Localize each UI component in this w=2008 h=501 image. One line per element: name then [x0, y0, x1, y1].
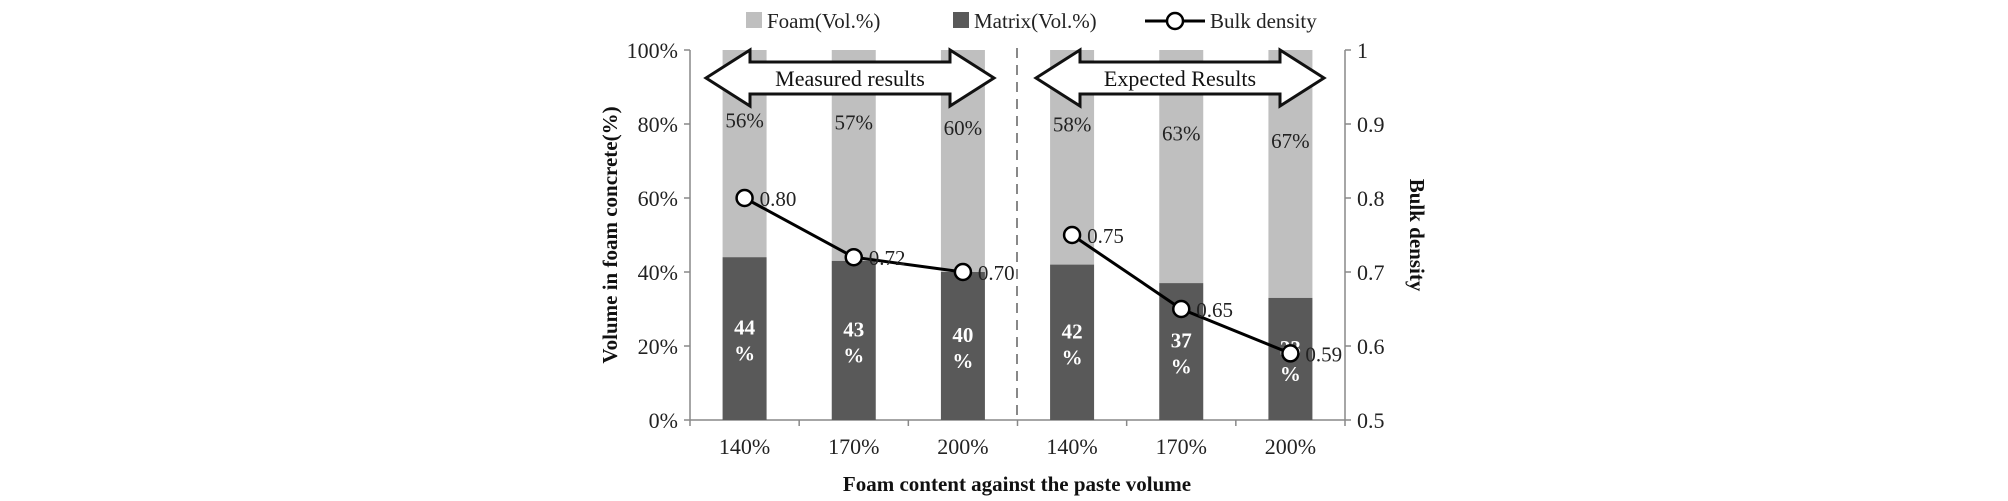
x-tick-label: 140% — [1046, 434, 1097, 459]
group-banner-expected: Expected Results — [1033, 47, 1327, 109]
legend: Foam(Vol.%) Matrix(Vol.%) Bulk density — [746, 9, 1317, 33]
density-value-label: 0.65 — [1196, 298, 1233, 322]
y2-tick-label: 0.6 — [1357, 334, 1385, 359]
foam-value-label: 60% — [944, 116, 983, 140]
matrix-value-label: 43% — [843, 317, 864, 367]
y-tick-label: 80% — [638, 112, 678, 137]
foam-value-label: 57% — [835, 110, 874, 134]
y-axis-title: Volume in foam concrete(%) — [598, 106, 622, 363]
foam-value-label: 56% — [725, 109, 764, 133]
density-value-label: 0.75 — [1087, 224, 1124, 248]
legend-label-density: Bulk density — [1210, 9, 1317, 33]
y-tick-label: 40% — [638, 260, 678, 285]
y2-tick-label: 0.8 — [1357, 186, 1385, 211]
group-label-measured: Measured results — [775, 66, 925, 91]
y-tick-label: 0% — [649, 408, 678, 433]
density-point — [844, 247, 863, 267]
density-point — [735, 188, 754, 208]
y-tick-label: 20% — [638, 334, 678, 359]
density-point — [1281, 344, 1300, 363]
matrix-value-label: 44% — [734, 316, 756, 366]
y-axis-ticks: 0% 20% 40% 60% 80% 100% — [627, 38, 690, 433]
y2-tick-label: 0.7 — [1357, 260, 1385, 285]
density-value-label: 0.59 — [1305, 342, 1342, 366]
x-tick-label: 200% — [937, 434, 988, 459]
matrix-value-label: 42% — [1062, 319, 1083, 369]
density-point — [1172, 299, 1191, 319]
x-axis-ticks: 140% 170% 200% 140% 170% 200% — [689, 420, 1346, 459]
group-banner-measured: Measured results — [703, 47, 997, 109]
y2-tick-label: 0.5 — [1357, 408, 1385, 433]
legend-label-foam: Foam(Vol.%) — [767, 9, 880, 33]
axes — [689, 48, 1346, 421]
density-value-label: 0.72 — [869, 246, 906, 270]
foam-value-label: 58% — [1053, 112, 1092, 136]
x-tick-label: 170% — [1156, 434, 1207, 459]
y-tick-label: 100% — [627, 38, 678, 63]
density-line: 0.80 0.72 0.70 0.75 0.65 0.59 — [735, 187, 1342, 366]
double-arrow-icon — [703, 47, 997, 109]
y2-axis-ticks: 0.5 0.6 0.7 0.8 0.9 1 — [1345, 38, 1385, 433]
foam-value-label: 67% — [1271, 129, 1310, 153]
matrix-value-label: 40% — [952, 323, 973, 373]
y-tick-label: 60% — [638, 186, 678, 211]
density-point — [1062, 225, 1082, 245]
foam-value-label: 63% — [1162, 122, 1201, 146]
density-value-label: 0.70 — [978, 261, 1015, 285]
bar-matrix — [722, 257, 767, 420]
y2-axis-title: Bulk density — [1405, 179, 1429, 292]
group-label-expected: Expected Results — [1104, 66, 1256, 91]
bar-matrix — [940, 272, 985, 420]
legend-swatch-matrix — [953, 12, 969, 28]
x-tick-label: 170% — [828, 434, 879, 459]
double-arrow-icon — [1033, 47, 1327, 109]
x-tick-label: 200% — [1265, 434, 1316, 459]
bar-matrix — [831, 260, 876, 420]
matrix-value-label: 37% — [1171, 329, 1192, 379]
density-value-label: 0.80 — [760, 187, 797, 211]
y2-tick-label: 1 — [1357, 38, 1368, 63]
legend-label-matrix: Matrix(Vol.%) — [974, 9, 1097, 33]
x-tick-label: 140% — [719, 434, 770, 459]
legend-swatch-foam — [746, 12, 762, 28]
y2-tick-label: 0.9 — [1357, 112, 1385, 137]
legend-marker-density — [1165, 11, 1185, 31]
bar-matrix — [1050, 264, 1095, 420]
density-point — [953, 262, 973, 282]
x-axis-title: Foam content against the paste volume — [843, 472, 1191, 496]
